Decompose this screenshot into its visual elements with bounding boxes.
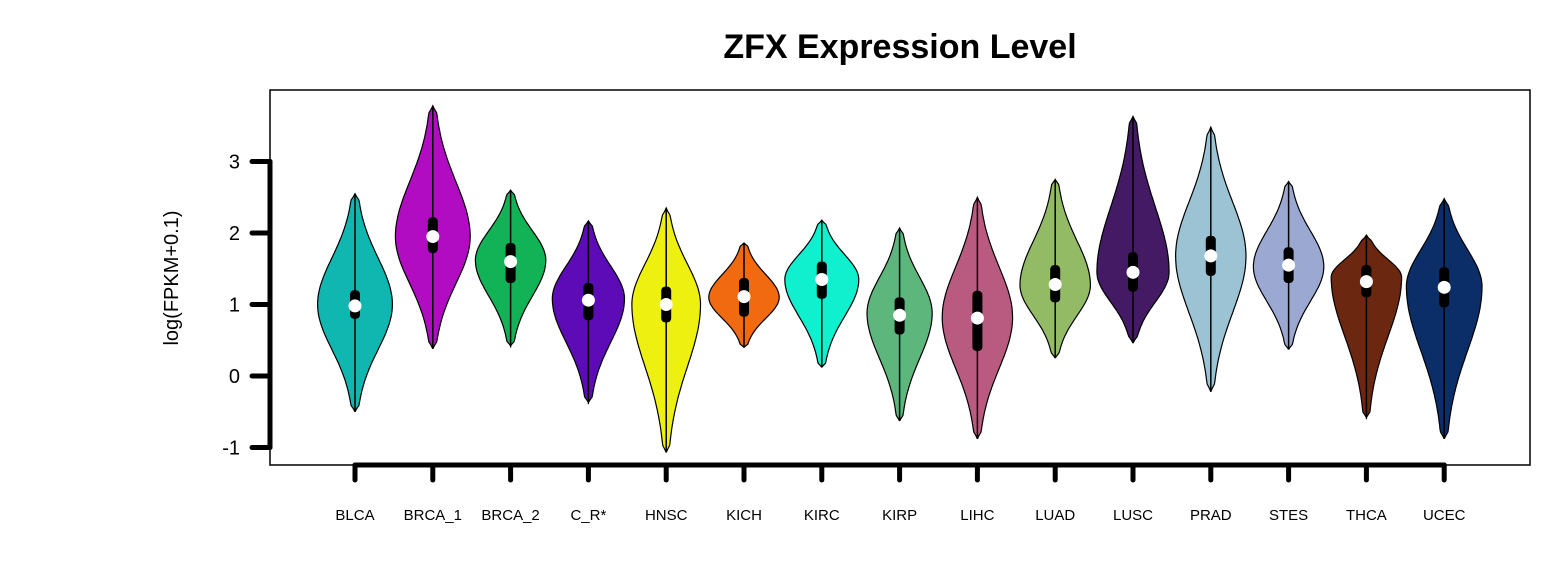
violin-KIRC	[784, 219, 860, 368]
violin-median-point	[504, 255, 518, 269]
violin-C_R*	[551, 219, 626, 405]
x-tick-label: BLCA	[335, 507, 374, 524]
violin-median-point	[1126, 265, 1140, 279]
violin-median-point	[348, 299, 362, 313]
x-tick-label: UCEC	[1423, 507, 1466, 524]
violin-KICH	[708, 242, 780, 349]
violin-median-point	[1437, 280, 1451, 294]
x-tick-label: C_R*	[570, 507, 606, 524]
violin-median-point	[581, 293, 595, 307]
x-axis: BLCA BRCA_1 BRCA_2 C_R* HNSC KICH KIRC KIRP LIHC…	[335, 462, 1466, 524]
y-tick-label: 1	[229, 295, 240, 317]
chart-title: ZFX Expression Level	[723, 28, 1076, 66]
violin-median-point	[1282, 258, 1296, 272]
y-tick-label: 3	[229, 152, 240, 174]
violin-LUAD	[1019, 178, 1091, 359]
x-tick-label: LIHC	[960, 507, 994, 524]
violin-median-point	[1048, 277, 1062, 291]
violin-median-point	[659, 298, 673, 311]
y-axis: -1 0 1 2 3	[222, 152, 273, 460]
x-tick-label: KIRC	[804, 507, 840, 524]
violin-median-point	[893, 308, 907, 322]
x-tick-label: BRCA_2	[481, 507, 539, 524]
violins-group	[317, 104, 1483, 453]
violin-BRCA_1	[394, 104, 471, 350]
violin-median-point	[426, 230, 440, 244]
x-tick-label: HNSC	[645, 507, 688, 524]
violin-HNSC	[631, 206, 702, 453]
violin-LIHC	[941, 195, 1014, 440]
violin-median-point	[970, 311, 984, 325]
violin-median-point	[815, 272, 829, 286]
x-tick-label: BRCA_1	[404, 507, 462, 524]
violin-BRCA_2	[474, 189, 547, 348]
violin-UCEC	[1405, 197, 1483, 440]
x-tick-label: LUSC	[1113, 507, 1153, 524]
violin-LUSC	[1096, 115, 1170, 344]
x-tick-label: KIRP	[882, 507, 917, 524]
x-tick-label: PRAD	[1190, 507, 1232, 524]
violin-median-point	[1204, 249, 1218, 263]
y-tick-label: 0	[229, 366, 240, 388]
violin-PRAD	[1174, 125, 1247, 392]
violin-KIRP	[866, 226, 933, 422]
violin-THCA	[1330, 234, 1403, 420]
violin-BLCA	[317, 192, 393, 413]
violin-median-point	[1359, 275, 1373, 289]
violin-STES	[1252, 180, 1325, 350]
x-tick-label: LUAD	[1035, 507, 1075, 524]
x-tick-label: THCA	[1346, 507, 1387, 524]
y-tick-label: 2	[229, 223, 240, 245]
x-tick-label: KICH	[726, 507, 762, 524]
y-tick-label: -1	[222, 438, 240, 460]
x-tick-label: STES	[1269, 507, 1308, 524]
y-axis-label: log(FPKM+0.1)	[161, 210, 183, 345]
violin-median-point	[737, 290, 751, 304]
